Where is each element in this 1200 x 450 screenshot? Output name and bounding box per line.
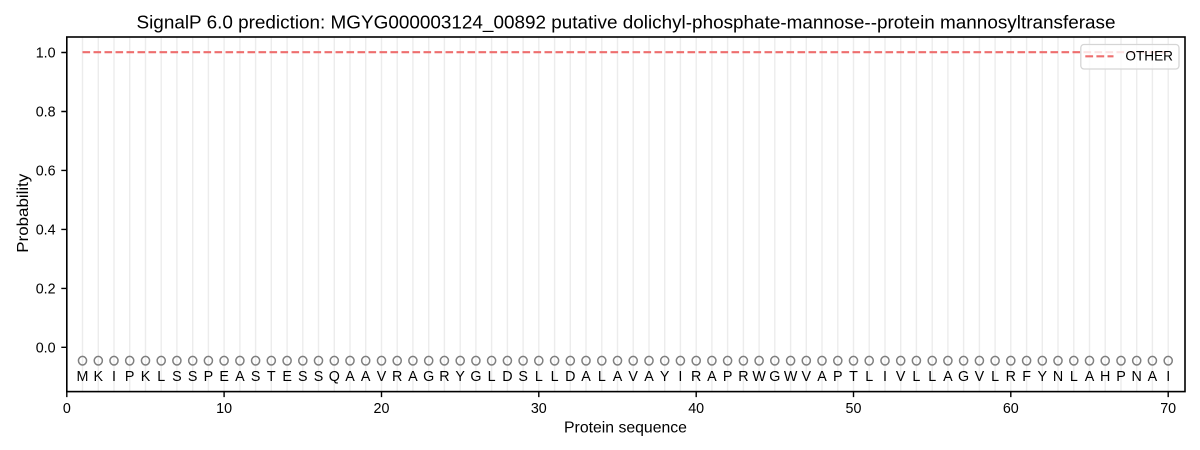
svg-text:L: L: [157, 369, 165, 385]
svg-text:P: P: [1116, 369, 1126, 385]
svg-text:0: 0: [63, 401, 71, 417]
svg-text:R: R: [392, 369, 402, 385]
svg-text:G: G: [769, 369, 780, 385]
svg-text:L: L: [551, 369, 559, 385]
svg-text:0.0: 0.0: [36, 340, 56, 356]
svg-text:A: A: [644, 369, 654, 385]
svg-text:P: P: [723, 369, 733, 385]
svg-text:K: K: [141, 369, 151, 385]
svg-text:Q: Q: [329, 369, 340, 385]
svg-text:L: L: [865, 369, 873, 385]
svg-text:P: P: [204, 369, 214, 385]
svg-text:SignalP 6.0 prediction: MGYG00: SignalP 6.0 prediction: MGYG000003124_00…: [137, 12, 1116, 34]
svg-text:H: H: [1100, 369, 1110, 385]
svg-text:E: E: [219, 369, 229, 385]
svg-text:Y: Y: [660, 369, 670, 385]
svg-text:M: M: [77, 369, 89, 385]
svg-text:I: I: [1166, 369, 1170, 385]
svg-text:70: 70: [1160, 401, 1176, 417]
svg-text:L: L: [1070, 369, 1078, 385]
svg-text:E: E: [282, 369, 292, 385]
svg-text:I: I: [678, 369, 682, 385]
svg-text:A: A: [345, 369, 355, 385]
svg-text:R: R: [691, 369, 701, 385]
svg-text:S: S: [172, 369, 182, 385]
svg-text:0.2: 0.2: [36, 282, 56, 298]
svg-text:G: G: [470, 369, 481, 385]
svg-text:A: A: [613, 369, 623, 385]
svg-text:P: P: [833, 369, 843, 385]
svg-text:A: A: [408, 369, 418, 385]
svg-text:R: R: [1006, 369, 1016, 385]
svg-text:0.6: 0.6: [36, 164, 56, 180]
svg-text:30: 30: [531, 401, 547, 417]
svg-text:D: D: [565, 369, 575, 385]
svg-text:A: A: [235, 369, 245, 385]
svg-text:L: L: [991, 369, 999, 385]
svg-text:N: N: [1132, 369, 1142, 385]
svg-text:A: A: [1085, 369, 1095, 385]
svg-text:Probability: Probability: [15, 174, 32, 253]
svg-text:R: R: [738, 369, 748, 385]
svg-text:K: K: [94, 369, 104, 385]
svg-text:R: R: [439, 369, 449, 385]
svg-text:W: W: [784, 369, 798, 385]
svg-text:0.4: 0.4: [36, 223, 56, 239]
svg-text:Y: Y: [1038, 369, 1048, 385]
svg-text:A: A: [817, 369, 827, 385]
svg-text:OTHER: OTHER: [1125, 49, 1173, 64]
svg-text:A: A: [1148, 369, 1158, 385]
svg-text:Y: Y: [455, 369, 465, 385]
svg-text:Protein sequence: Protein sequence: [564, 420, 687, 437]
svg-text:40: 40: [688, 401, 704, 417]
svg-text:10: 10: [216, 401, 232, 417]
svg-text:P: P: [125, 369, 135, 385]
svg-text:L: L: [912, 369, 920, 385]
svg-text:V: V: [628, 369, 638, 385]
svg-text:20: 20: [374, 401, 390, 417]
svg-text:S: S: [518, 369, 528, 385]
svg-text:L: L: [535, 369, 543, 385]
svg-text:W: W: [752, 369, 766, 385]
svg-text:S: S: [188, 369, 198, 385]
svg-text:A: A: [707, 369, 717, 385]
svg-text:L: L: [928, 369, 936, 385]
svg-text:A: A: [361, 369, 371, 385]
svg-text:D: D: [502, 369, 512, 385]
svg-text:S: S: [314, 369, 324, 385]
svg-text:0.8: 0.8: [36, 105, 56, 121]
svg-text:T: T: [267, 369, 276, 385]
svg-text:L: L: [488, 369, 496, 385]
svg-text:T: T: [849, 369, 858, 385]
svg-text:V: V: [896, 369, 906, 385]
svg-text:A: A: [943, 369, 953, 385]
svg-text:F: F: [1022, 369, 1031, 385]
svg-text:A: A: [581, 369, 591, 385]
svg-text:I: I: [883, 369, 887, 385]
svg-text:V: V: [975, 369, 985, 385]
svg-text:50: 50: [846, 401, 862, 417]
svg-text:G: G: [423, 369, 434, 385]
svg-text:G: G: [958, 369, 969, 385]
svg-text:S: S: [298, 369, 308, 385]
svg-text:N: N: [1053, 369, 1063, 385]
svg-text:V: V: [802, 369, 812, 385]
svg-text:L: L: [598, 369, 606, 385]
svg-text:60: 60: [1003, 401, 1019, 417]
svg-text:V: V: [377, 369, 387, 385]
svg-text:1.0: 1.0: [36, 46, 56, 62]
svg-text:S: S: [251, 369, 261, 385]
svg-text:I: I: [112, 369, 116, 385]
